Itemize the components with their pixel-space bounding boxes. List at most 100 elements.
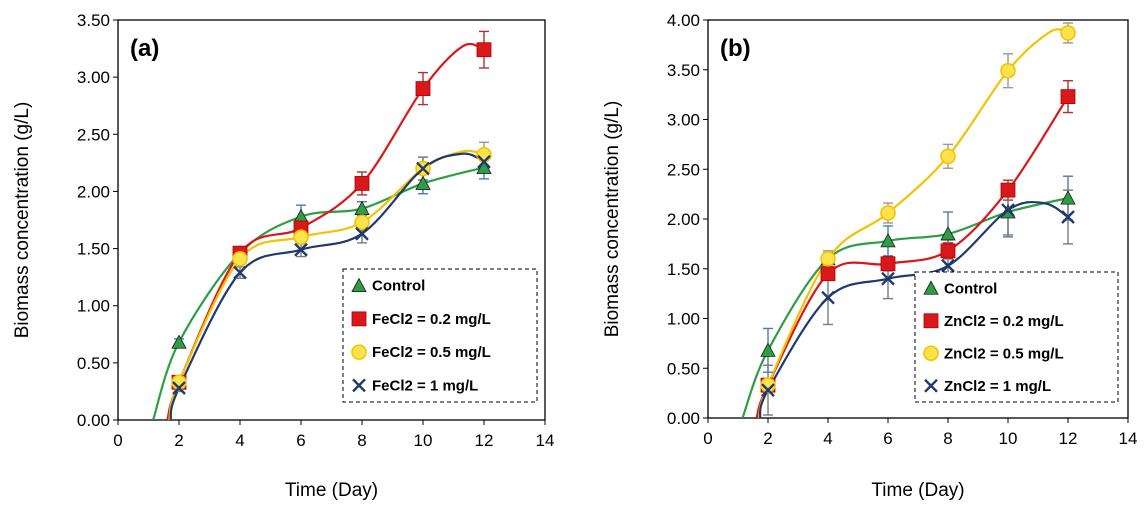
y-axis-title: Biomass concentration (g/L)	[12, 102, 33, 339]
series-line-3	[757, 28, 1069, 418]
legend-box	[914, 271, 1119, 403]
data-point-x-stroke-b	[416, 161, 430, 176]
data-point-triangle	[880, 233, 896, 248]
data-point-square	[354, 176, 370, 191]
data-point-circle	[880, 205, 896, 221]
plot-area-frame	[117, 19, 546, 421]
data-point-square	[476, 42, 492, 58]
x-tick-label: 0	[113, 431, 122, 450]
data-point-x	[1061, 210, 1075, 224]
x-tick-label: 0	[703, 429, 712, 448]
y-tick-label: 1.50	[77, 240, 110, 259]
data-point-circle	[820, 250, 836, 267]
chart-panel-a: 0.00 0.50 1.00 1.50 2.00 2.50 3.00 3.50 0 2 4 6 8 10 1…	[12, 11, 554, 501]
x-tick-label: 10	[999, 429, 1018, 448]
data-point-x-stroke-b	[233, 265, 247, 280]
y-tick-label: 0.00	[77, 411, 110, 430]
x-tick-label: 12	[475, 431, 494, 450]
data-point-x	[172, 381, 186, 395]
data-point-triangle	[476, 159, 492, 174]
data-point-x-stroke-b	[821, 290, 835, 305]
data-point-x	[1001, 203, 1015, 217]
data-point-circle	[354, 214, 370, 231]
legend-entry: Control	[372, 278, 425, 295]
data-point-triangle	[760, 342, 776, 357]
x-tick-label: 6	[883, 429, 892, 448]
x-tick-label: 2	[174, 431, 183, 450]
legend-marker-x-stroke-b	[352, 378, 366, 393]
y-tick-label: 3.50	[667, 61, 700, 80]
data-point-x-stroke-b	[881, 271, 895, 286]
y-tick-label: 0.00	[667, 409, 700, 428]
legend-marker-triangle	[923, 280, 939, 295]
y-tick-label: 2.50	[77, 125, 110, 144]
legend-box	[342, 268, 538, 403]
y-tick-label: 3.00	[667, 111, 700, 130]
legend-entry: ZnCl2 = 0.5 mg/L	[944, 345, 1064, 362]
data-point-x	[477, 154, 491, 169]
legend-entry: Control	[944, 280, 997, 297]
x-axis-title: Time (Day)	[285, 480, 378, 501]
data-point-x-stroke-b	[477, 154, 491, 169]
x-tick-label: 4	[823, 429, 832, 448]
data-point-circle	[760, 377, 776, 393]
data-point-triangle	[171, 334, 187, 349]
y-axis-title: Biomass concentration (g/L)	[602, 101, 623, 338]
panel-label: (b)	[720, 35, 751, 62]
data-point-square	[1000, 182, 1016, 198]
data-point-x-stroke-b	[941, 258, 955, 273]
data-point-x	[294, 242, 308, 257]
data-point-circle	[940, 148, 956, 165]
data-point-square	[415, 81, 431, 96]
data-point-x-stroke-b	[1061, 210, 1075, 224]
data-point-circle	[232, 251, 248, 267]
y-tick-label: 2.50	[667, 160, 700, 179]
data-point-x	[821, 290, 835, 305]
legend-entry: FeCl2 = 1 mg/L	[372, 377, 478, 394]
y-tick-label: 4.00	[667, 11, 700, 30]
y-tick-label: 1.00	[667, 310, 700, 329]
data-point-triangle	[415, 175, 431, 190]
data-point-x-stroke-b	[1001, 203, 1015, 217]
data-point-x	[233, 265, 247, 280]
chart-panel-b: 0.00 0.50 1.00 1.50 2.00 2.50 3.00 3.50 4.00 0 2 4 6…	[602, 11, 1137, 501]
series-line-4	[169, 152, 485, 420]
legend-marker-x-stroke-b	[924, 378, 938, 393]
data-point-x	[416, 161, 430, 176]
data-point-x-stroke-b	[172, 381, 186, 395]
data-point-circle	[476, 147, 492, 163]
legend-entry: ZnCl2 = 1 mg/L	[944, 378, 1051, 395]
x-tick-label: 10	[414, 431, 433, 450]
legend-entry: FeCl2 = 0.2 mg/L	[372, 311, 491, 328]
x-tick-label: 8	[943, 429, 952, 448]
series-line-3	[168, 149, 485, 420]
x-tick-label: 6	[296, 431, 305, 450]
panel-label: (a)	[130, 35, 159, 62]
legend-marker-x	[352, 378, 366, 393]
legend-marker-triangle	[351, 277, 367, 293]
legend-entry: ZnCl2 = 0.2 mg/L	[944, 313, 1064, 330]
data-point-square	[1060, 89, 1076, 105]
legend-marker-square	[923, 313, 939, 329]
series-line-4	[758, 200, 1069, 418]
legend-entry: FeCl2 = 0.5 mg/L	[372, 344, 491, 361]
data-point-square	[940, 243, 956, 259]
data-point-x	[761, 383, 775, 397]
data-point-x	[355, 226, 369, 241]
data-point-square	[820, 266, 836, 282]
data-point-x-stroke-b	[761, 383, 775, 397]
x-tick-label: 14	[1119, 429, 1138, 448]
x-tick-label: 14	[536, 431, 555, 450]
x-tick-label: 2	[763, 429, 772, 448]
y-tick-label: 1.50	[667, 260, 700, 279]
y-tick-label: 2.00	[667, 210, 700, 229]
data-point-circle	[293, 229, 309, 245]
x-tick-label: 12	[1059, 429, 1078, 448]
legend-marker-circle	[351, 344, 367, 360]
data-point-x	[881, 271, 895, 286]
y-tick-label: 0.50	[667, 359, 700, 378]
y-tick-label: 1.00	[77, 297, 110, 316]
x-tick-label: 4	[235, 431, 244, 450]
